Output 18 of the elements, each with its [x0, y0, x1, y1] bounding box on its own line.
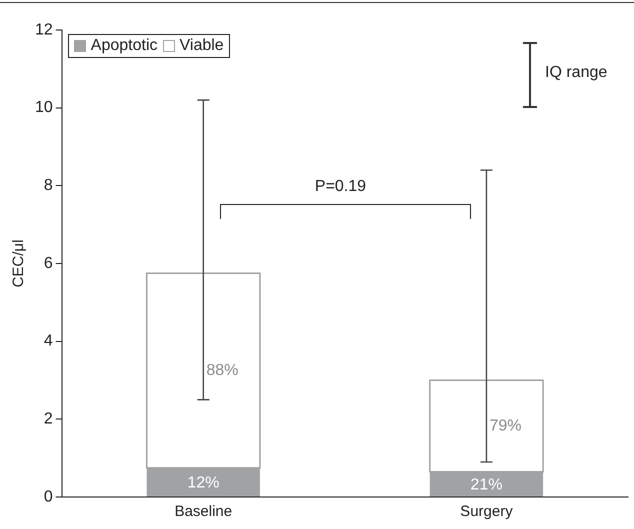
annotation: 88% — [206, 362, 238, 379]
y-axis-title: CEC/μl — [10, 240, 28, 288]
y-tick-label: 6 — [44, 254, 53, 272]
annotation: 79% — [489, 417, 522, 434]
legend-label: Viable — [180, 37, 224, 55]
y-tick-label: 12 — [35, 21, 53, 38]
legend-label: Apoptotic — [90, 37, 158, 55]
y-tick-label: 2 — [44, 410, 53, 428]
annotation: 12% — [187, 474, 220, 492]
annotation: P=0.19 — [314, 178, 366, 196]
annotation: IQ range — [545, 64, 608, 82]
y-tick-label: 0 — [44, 488, 53, 506]
y-tick-label: 4 — [44, 332, 53, 350]
annotation: 21% — [470, 476, 502, 494]
x-tick-label: Surgery — [460, 503, 514, 520]
y-tick-label: 10 — [35, 99, 53, 116]
x-tick-label: Baseline — [174, 503, 232, 520]
y-tick-label: 8 — [44, 177, 53, 194]
